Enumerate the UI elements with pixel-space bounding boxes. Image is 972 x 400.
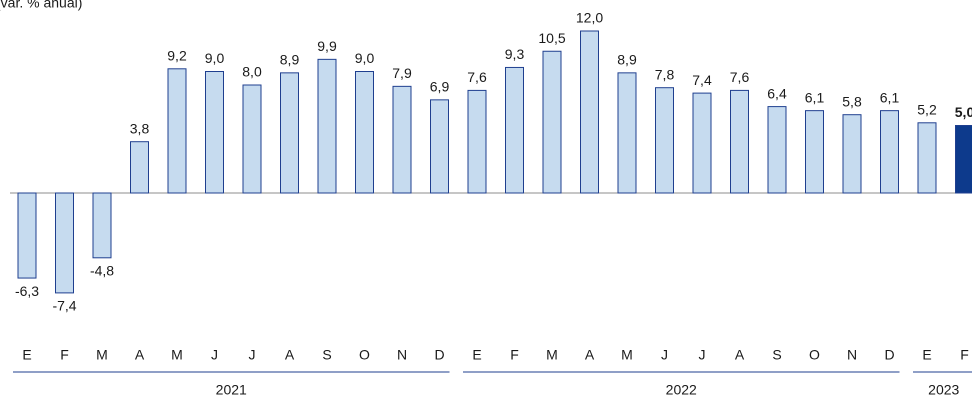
- value-label: 8,9: [617, 52, 637, 68]
- value-label: 3,8: [130, 120, 150, 136]
- x-tick-label: D: [434, 347, 444, 363]
- bar: [730, 89, 749, 194]
- x-tick-label: M: [96, 347, 108, 363]
- value-label: -6,3: [15, 283, 39, 299]
- value-label: 6,9: [430, 79, 450, 95]
- group-label: 2021: [216, 382, 247, 398]
- value-label: 9,0: [205, 50, 225, 66]
- x-tick-label: J: [249, 347, 256, 363]
- x-tick-label: S: [322, 347, 331, 363]
- value-label: 5,2: [917, 102, 937, 118]
- bar: [542, 50, 562, 194]
- value-label: -4,8: [90, 263, 114, 279]
- value-label: 7,9: [392, 65, 412, 81]
- x-tick-label: O: [809, 347, 820, 363]
- x-tick-label: O: [359, 347, 370, 363]
- value-label: 12,0: [576, 10, 603, 26]
- bar: [242, 84, 262, 194]
- value-label: 9,2: [167, 48, 187, 64]
- bar: [767, 106, 787, 194]
- bar: [467, 89, 487, 194]
- value-label: 6,1: [880, 89, 900, 105]
- bar: [167, 68, 187, 194]
- chart-title: (var. % anual): [0, 0, 82, 11]
- bar: [205, 71, 224, 194]
- x-tick-label: M: [546, 347, 558, 363]
- bar: [92, 192, 112, 259]
- bar: [655, 87, 674, 194]
- value-label: 7,6: [730, 69, 750, 85]
- bar: [392, 85, 412, 194]
- x-tick-label: F: [510, 347, 519, 363]
- x-tick-label: A: [285, 347, 295, 363]
- bar: [355, 71, 374, 194]
- x-tick-label: A: [585, 347, 595, 363]
- bar: [430, 99, 449, 194]
- x-tick-label: A: [135, 347, 145, 363]
- value-label: 9,0: [355, 50, 375, 66]
- value-label: -7,4: [52, 298, 76, 314]
- bar: [617, 72, 637, 194]
- bar: [55, 192, 74, 294]
- x-tick-label: F: [960, 347, 969, 363]
- x-tick-label: N: [847, 347, 857, 363]
- value-label: 8,0: [242, 64, 262, 80]
- x-tick-label: E: [472, 347, 481, 363]
- bar: [880, 110, 899, 194]
- bar: [505, 66, 524, 194]
- bar: [280, 72, 299, 194]
- x-tick-label: A: [735, 347, 745, 363]
- value-label: 5,8: [842, 93, 862, 109]
- value-label: 6,1: [805, 89, 825, 105]
- x-tick-label: E: [22, 347, 31, 363]
- x-tick-label: J: [661, 347, 668, 363]
- value-label: 6,4: [767, 85, 787, 101]
- bar: [580, 30, 599, 194]
- x-tick-label: F: [60, 347, 69, 363]
- group-label: 2022: [666, 382, 697, 398]
- value-label: 9,3: [505, 46, 525, 62]
- x-tick-label: N: [397, 347, 407, 363]
- x-tick-label: M: [621, 347, 633, 363]
- x-tick-label: J: [699, 347, 706, 363]
- bar: [842, 114, 862, 194]
- x-tick-label: S: [772, 347, 781, 363]
- value-label: 7,6: [467, 69, 487, 85]
- value-label: 7,4: [692, 72, 712, 88]
- value-label: 8,9: [280, 52, 300, 68]
- x-tick-label: J: [211, 347, 218, 363]
- value-label: 7,8: [655, 66, 675, 82]
- bar: [317, 58, 337, 194]
- value-label: 10,5: [538, 30, 565, 46]
- x-tick-label: M: [171, 347, 183, 363]
- bar: [917, 122, 937, 194]
- bar: [955, 125, 972, 194]
- x-tick-label: D: [884, 347, 894, 363]
- value-label: 9,9: [317, 38, 337, 54]
- value-label: 5,0: [955, 104, 972, 120]
- bar: [805, 110, 824, 194]
- bar: [692, 92, 712, 194]
- group-label: 2023: [928, 382, 959, 398]
- bar: [17, 192, 37, 279]
- x-tick-label: E: [922, 347, 931, 363]
- bar: [130, 141, 149, 194]
